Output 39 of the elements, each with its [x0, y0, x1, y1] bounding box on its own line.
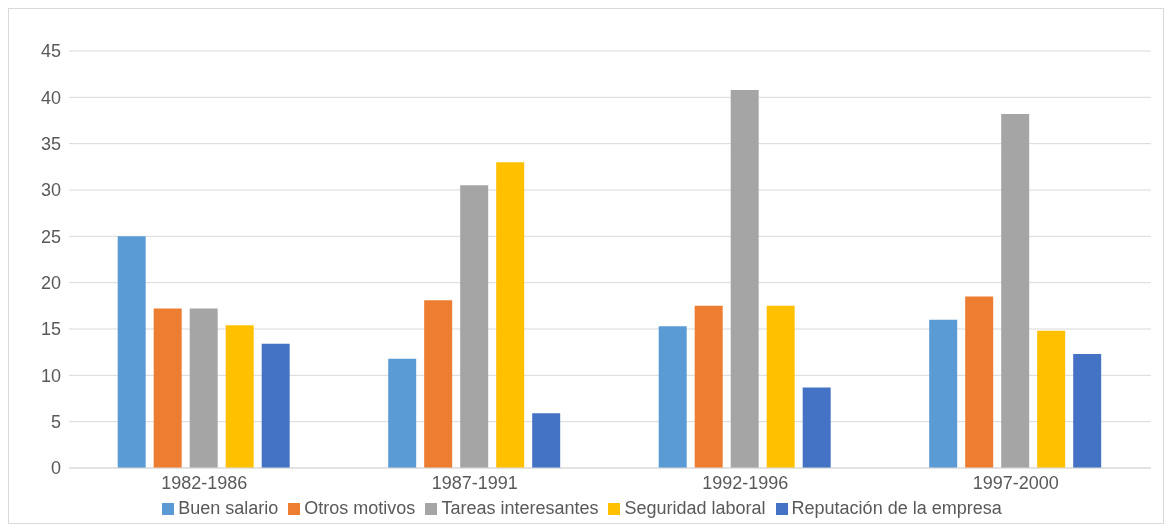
x-tick-label: 1992-1996 — [702, 472, 789, 493]
bar — [658, 326, 687, 468]
bar — [388, 358, 417, 468]
bar — [1037, 330, 1066, 468]
bar — [189, 308, 218, 468]
bar — [1073, 354, 1102, 468]
y-tick-label: 25 — [40, 226, 61, 247]
bar — [153, 308, 182, 468]
y-tick-label: 5 — [50, 412, 61, 433]
x-tick-label: 1997-2000 — [972, 472, 1059, 493]
y-tick-label: 15 — [40, 319, 61, 340]
bar — [496, 162, 525, 468]
bar — [929, 319, 958, 468]
bar — [1001, 114, 1030, 468]
x-tick-label: 1987-1991 — [431, 472, 518, 493]
y-tick-label: 45 — [40, 41, 61, 62]
bar — [694, 305, 723, 468]
y-tick-label: 0 — [50, 458, 61, 479]
y-tick-label: 40 — [40, 87, 61, 108]
y-tick-label: 30 — [40, 180, 61, 201]
legend-label: Seguridad laboral — [624, 498, 766, 519]
bar — [802, 387, 831, 468]
y-tick-label: 10 — [40, 365, 61, 386]
bar — [225, 325, 254, 468]
bar — [424, 300, 453, 468]
legend-label: Buen salario — [178, 498, 279, 519]
bar — [460, 185, 489, 468]
bar — [965, 296, 994, 468]
y-tick-label: 20 — [40, 273, 61, 294]
legend-label: Tareas interesantes — [441, 498, 599, 519]
bar — [532, 413, 561, 468]
x-tick-label: 1982-1986 — [161, 472, 248, 493]
legend-label: Reputación de la empresa — [791, 498, 1002, 519]
bar — [766, 305, 795, 468]
bar — [261, 343, 290, 468]
y-tick-label: 35 — [40, 134, 61, 155]
legend-label: Otros motivos — [304, 498, 416, 519]
bar — [117, 236, 146, 468]
bar — [730, 89, 759, 468]
